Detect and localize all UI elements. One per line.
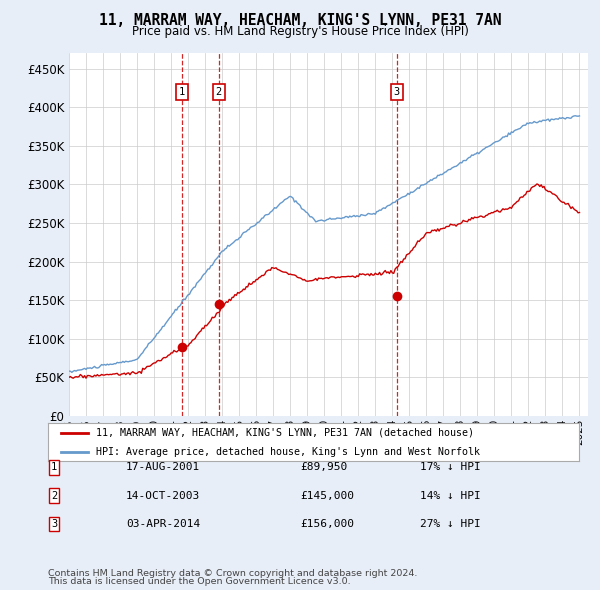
Text: 03-APR-2014: 03-APR-2014 [126,519,200,529]
Text: 14-OCT-2003: 14-OCT-2003 [126,491,200,500]
Text: 2: 2 [215,87,221,97]
Text: 1: 1 [179,87,185,97]
Text: £156,000: £156,000 [300,519,354,529]
Text: £89,950: £89,950 [300,463,347,472]
Text: 27% ↓ HPI: 27% ↓ HPI [420,519,481,529]
Text: 17% ↓ HPI: 17% ↓ HPI [420,463,481,472]
Text: 2: 2 [51,491,57,500]
Text: HPI: Average price, detached house, King's Lynn and West Norfolk: HPI: Average price, detached house, King… [96,447,480,457]
Text: 1: 1 [51,463,57,472]
Text: Contains HM Land Registry data © Crown copyright and database right 2024.: Contains HM Land Registry data © Crown c… [48,569,418,578]
Text: 17-AUG-2001: 17-AUG-2001 [126,463,200,472]
Text: £145,000: £145,000 [300,491,354,500]
Text: Price paid vs. HM Land Registry's House Price Index (HPI): Price paid vs. HM Land Registry's House … [131,25,469,38]
Text: 3: 3 [51,519,57,529]
Text: 11, MARRAM WAY, HEACHAM, KING'S LYNN, PE31 7AN: 11, MARRAM WAY, HEACHAM, KING'S LYNN, PE… [99,13,501,28]
Text: 14% ↓ HPI: 14% ↓ HPI [420,491,481,500]
Text: 3: 3 [394,87,400,97]
Text: 11, MARRAM WAY, HEACHAM, KING'S LYNN, PE31 7AN (detached house): 11, MARRAM WAY, HEACHAM, KING'S LYNN, PE… [96,428,474,438]
Text: This data is licensed under the Open Government Licence v3.0.: This data is licensed under the Open Gov… [48,578,350,586]
